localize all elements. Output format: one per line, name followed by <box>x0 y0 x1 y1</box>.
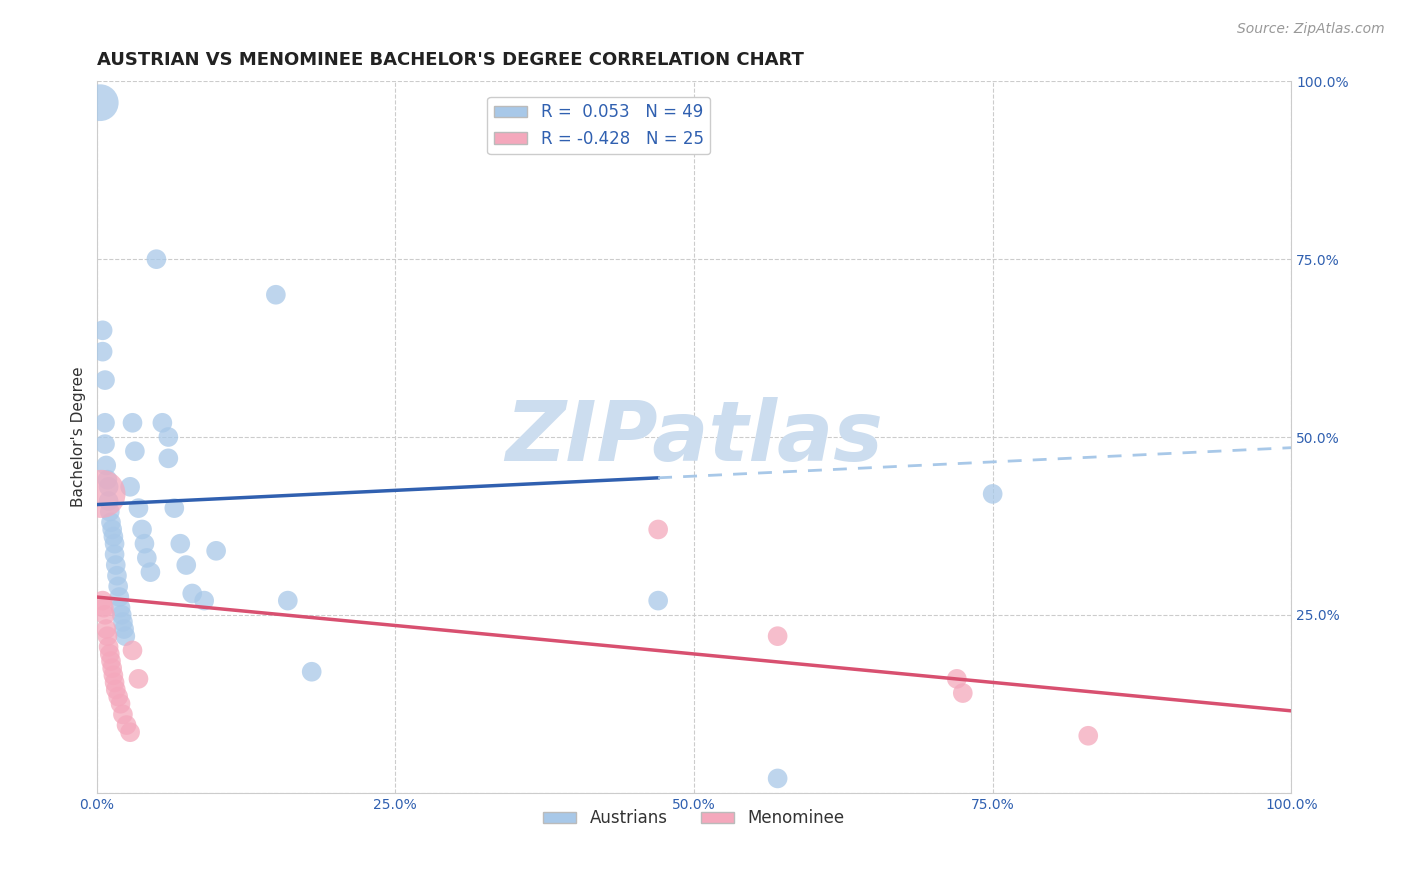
Point <box>124 444 146 458</box>
Point <box>111 615 134 629</box>
Point <box>134 537 156 551</box>
Point <box>112 622 135 636</box>
Text: ZIPatlas: ZIPatlas <box>505 397 883 477</box>
Point <box>97 640 120 654</box>
Point <box>647 593 669 607</box>
Point <box>647 523 669 537</box>
Point <box>94 373 117 387</box>
Point <box>121 416 143 430</box>
Point <box>135 550 157 565</box>
Text: Source: ZipAtlas.com: Source: ZipAtlas.com <box>1237 22 1385 37</box>
Point <box>91 323 114 337</box>
Y-axis label: Bachelor's Degree: Bachelor's Degree <box>72 367 86 508</box>
Point <box>94 437 117 451</box>
Point <box>104 558 127 572</box>
Point <box>111 707 134 722</box>
Point <box>91 593 114 607</box>
Point <box>193 593 215 607</box>
Point <box>114 629 136 643</box>
Legend: Austrians, Menominee: Austrians, Menominee <box>537 803 852 834</box>
Point <box>127 672 149 686</box>
Point <box>163 501 186 516</box>
Point <box>100 516 122 530</box>
Point <box>103 668 125 682</box>
Point <box>264 287 287 301</box>
Point <box>96 622 118 636</box>
Point <box>277 593 299 607</box>
Point <box>91 344 114 359</box>
Point <box>110 697 132 711</box>
Point <box>181 586 204 600</box>
Point <box>97 480 120 494</box>
Point <box>101 661 124 675</box>
Point <box>157 430 180 444</box>
Point <box>98 647 121 661</box>
Point <box>981 487 1004 501</box>
Point <box>105 568 128 582</box>
Point <box>150 416 173 430</box>
Point <box>946 672 969 686</box>
Point <box>127 501 149 516</box>
Point <box>96 473 118 487</box>
Point <box>103 675 125 690</box>
Point <box>766 772 789 786</box>
Point <box>205 543 228 558</box>
Point <box>89 95 111 110</box>
Point <box>97 494 120 508</box>
Point <box>103 537 125 551</box>
Point <box>98 505 121 519</box>
Point <box>103 547 125 561</box>
Point <box>121 643 143 657</box>
Point <box>145 252 167 267</box>
Point <box>107 690 129 704</box>
Point <box>766 629 789 643</box>
Point <box>103 530 125 544</box>
Point <box>101 523 124 537</box>
Point <box>104 682 127 697</box>
Point <box>169 537 191 551</box>
Point <box>93 600 115 615</box>
Point <box>96 458 118 473</box>
Point <box>94 607 117 622</box>
Point <box>90 487 112 501</box>
Text: AUSTRIAN VS MENOMINEE BACHELOR'S DEGREE CORRELATION CHART: AUSTRIAN VS MENOMINEE BACHELOR'S DEGREE … <box>97 51 804 69</box>
Point <box>110 600 132 615</box>
Point <box>131 523 153 537</box>
Point <box>301 665 323 679</box>
Point <box>157 451 180 466</box>
Point <box>1077 729 1099 743</box>
Point <box>94 416 117 430</box>
Point <box>108 590 131 604</box>
Point <box>139 565 162 579</box>
Point <box>952 686 974 700</box>
Point <box>96 629 118 643</box>
Point <box>120 725 142 739</box>
Point <box>107 579 129 593</box>
Point <box>100 654 122 668</box>
Point <box>174 558 197 572</box>
Point <box>120 480 142 494</box>
Point <box>111 607 134 622</box>
Point <box>115 718 138 732</box>
